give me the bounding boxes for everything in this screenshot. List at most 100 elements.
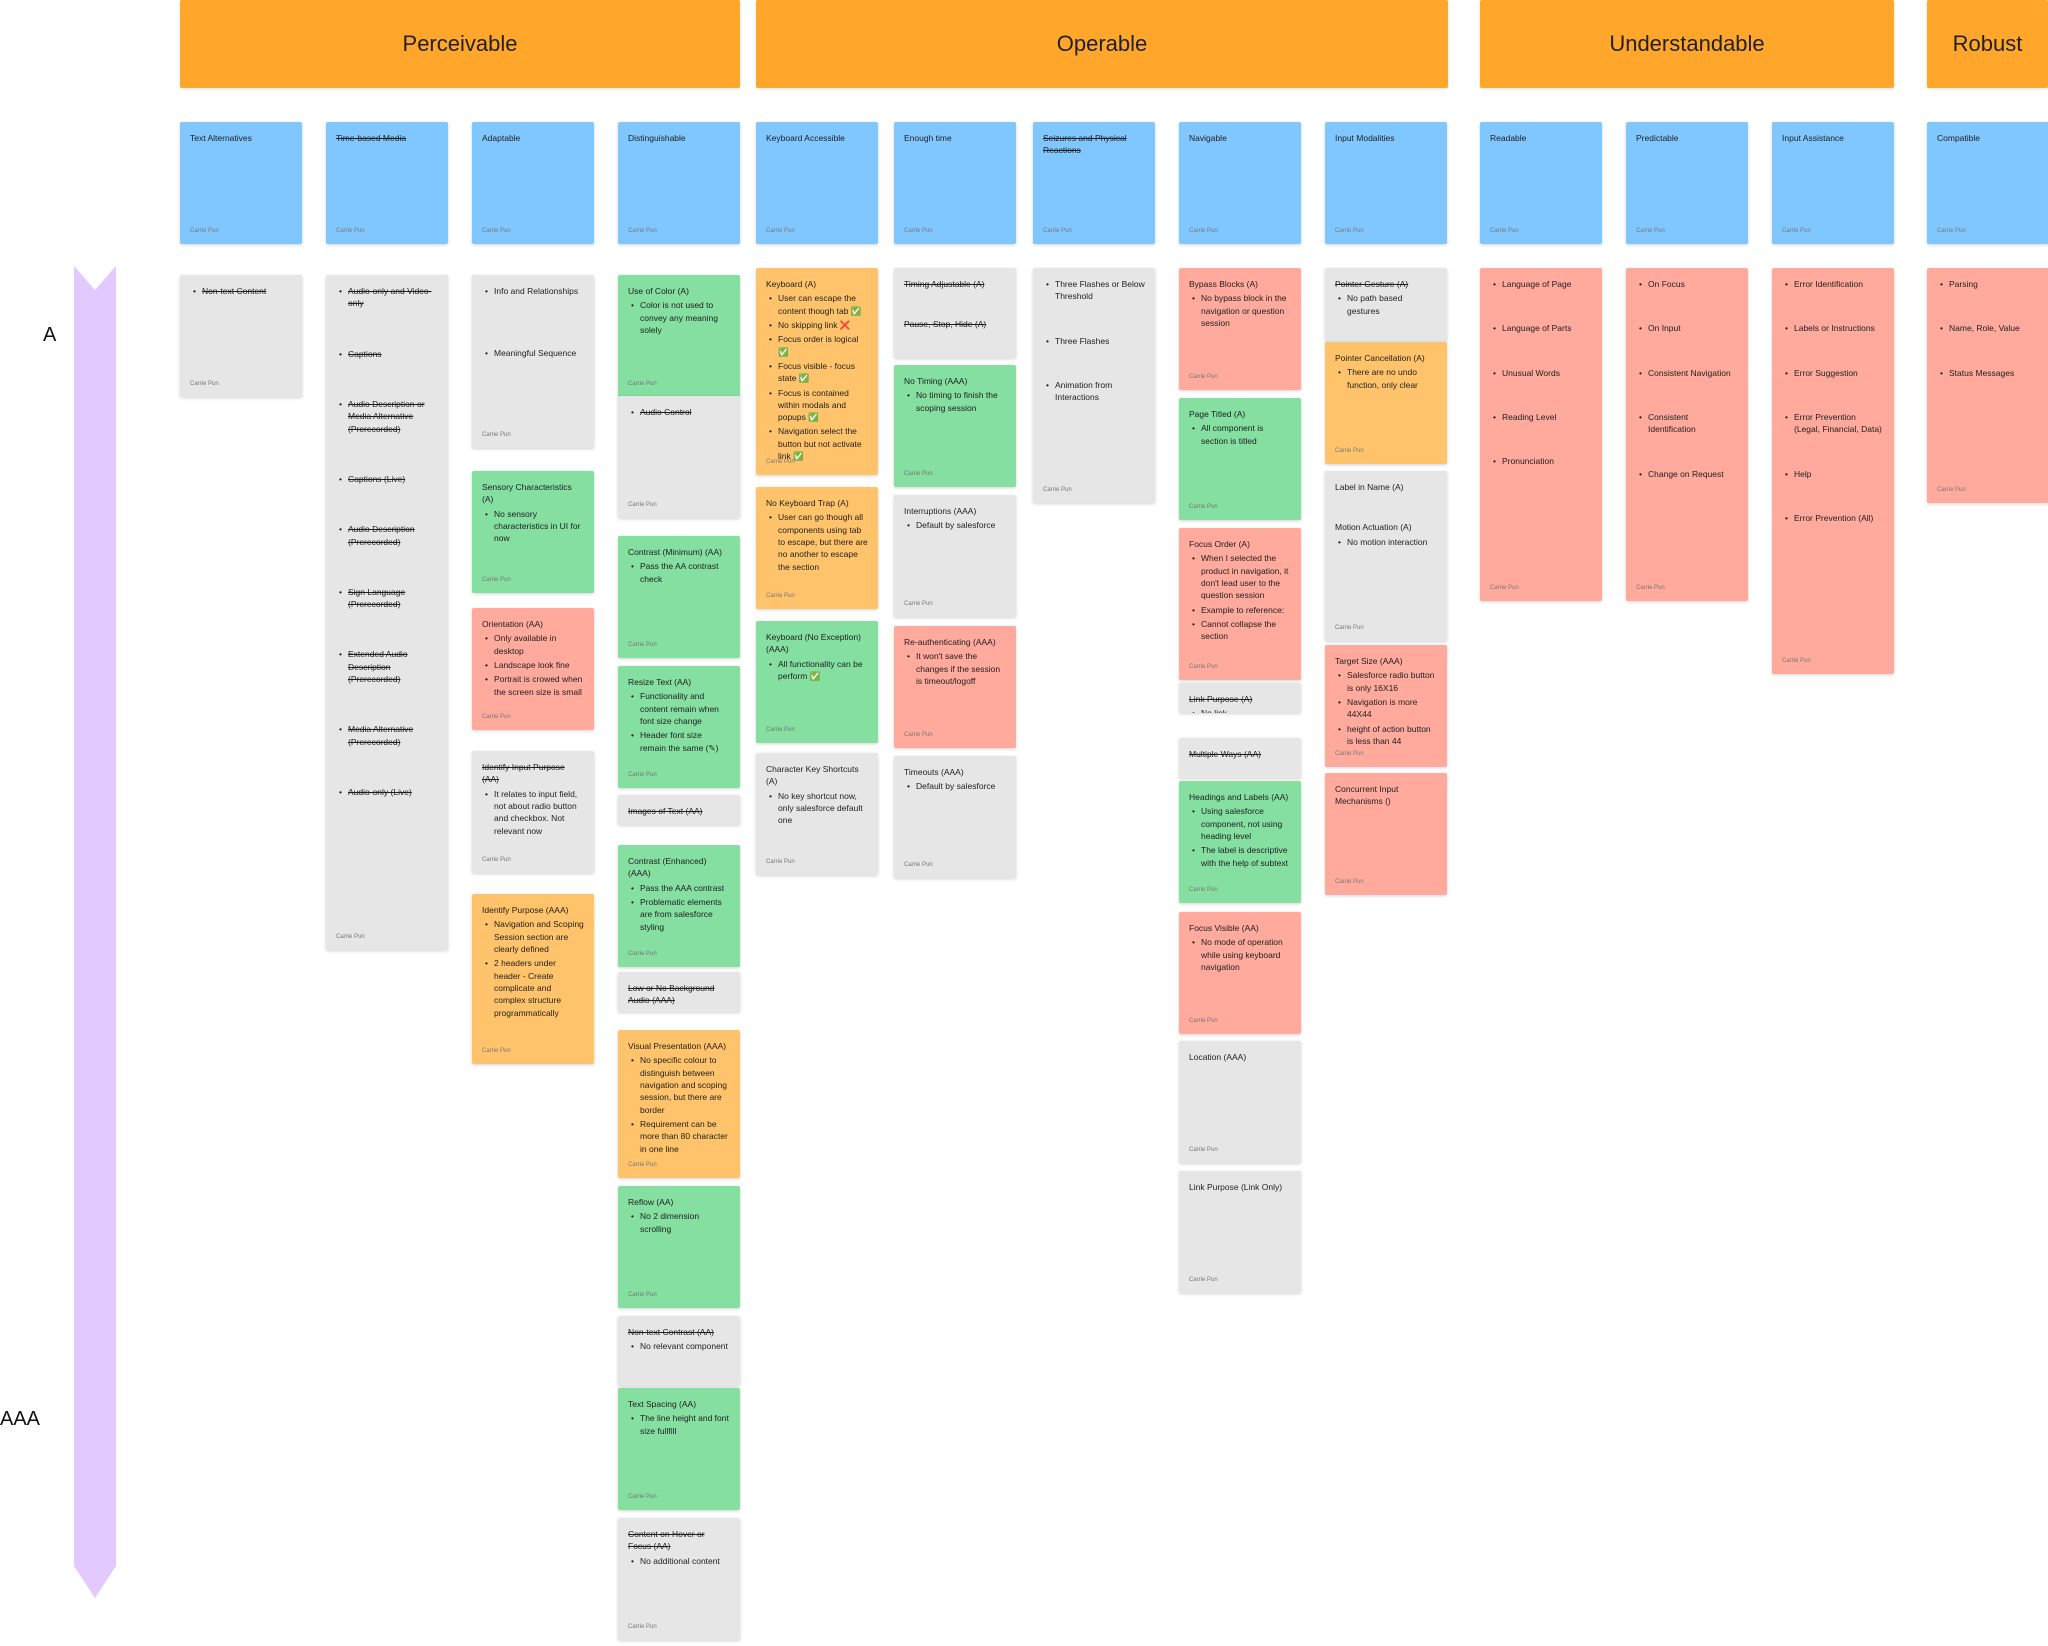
guideline-card[interactable]: Seizures and Physical Reactions Carrie Pu…: [1033, 122, 1155, 244]
criteria-note[interactable]: No Keyboard Trap (A) User can go though a…: [756, 487, 878, 609]
criteria-note[interactable]: Contrast (Minimum) (AA) Pass the AA contr…: [618, 536, 740, 658]
principle-robust[interactable]: Robust: [1927, 0, 2048, 88]
note-author: Carrie Pun: [336, 934, 365, 941]
criteria-item: Focus order is logical ✅: [769, 333, 868, 358]
note-author: Carrie Pun: [1335, 751, 1364, 758]
guideline-card[interactable]: Keyboard Accessible Carrie Pun: [756, 122, 878, 244]
criteria-note[interactable]: Pointer Gesture (A) No path based gesture…: [1325, 268, 1447, 342]
guideline-title: Adaptable: [482, 133, 521, 143]
guideline-card[interactable]: Input Assistance Carrie Pun: [1772, 122, 1894, 244]
guideline-card[interactable]: Time-based Media Carrie Pun: [326, 122, 448, 244]
criteria-note[interactable]: Resize Text (AA) Functionality and conten…: [618, 666, 740, 788]
criteria-note[interactable]: Error Identification Labels or Instructio…: [1772, 268, 1894, 674]
criteria-item: Audio Control: [631, 406, 730, 419]
criteria-note[interactable]: Visual Presentation (AAA) No specific col…: [618, 1030, 740, 1178]
criteria-note[interactable]: Identify Purpose (AAA) Navigation and Sco…: [472, 894, 594, 1064]
note-author: Carrie Pun: [628, 772, 657, 779]
guideline-title: Predictable: [1636, 133, 1679, 143]
criteria-item: Pass the AAA contrast: [631, 882, 730, 895]
criteria-note[interactable]: Content on Hover or Focus (AA) No additio…: [618, 1518, 740, 1640]
criteria-note[interactable]: Audio-only and Video-only Captions Audio D…: [326, 275, 448, 950]
criteria-note[interactable]: Link Purpose (Link Only) Carrie Pun: [1179, 1171, 1301, 1293]
criteria-title: Orientation (AA): [482, 619, 543, 629]
criteria-note[interactable]: Orientation (AA) Only available in deskto…: [472, 608, 594, 730]
criteria-note[interactable]: Keyboard (No Exception) (AAA) All functio…: [756, 621, 878, 743]
criteria-note[interactable]: Pointer Cancellation (A) There are no und…: [1325, 342, 1447, 464]
note-author: Carrie Pun: [482, 577, 511, 584]
criteria-note[interactable]: Multiple Ways (AA): [1179, 738, 1301, 778]
criteria-note[interactable]: Character Key Shortcuts (A) No key shortc…: [756, 753, 878, 875]
criteria-note[interactable]: Three Flashes or Below Threshold Three Fl…: [1033, 268, 1155, 503]
criteria-note[interactable]: Focus Visible (AA) No mode of operation w…: [1179, 912, 1301, 1034]
criteria-note[interactable]: Interruptions (AAA) Default by salesforce…: [894, 495, 1016, 617]
criteria-note[interactable]: Bypass Blocks (A) No bypass block in the …: [1179, 268, 1301, 390]
principle-understandable[interactable]: Understandable: [1480, 0, 1894, 88]
criteria-note[interactable]: Use of Color (A) Color is not used to con…: [618, 275, 740, 397]
guideline-card[interactable]: Distinguishable Carrie Pun: [618, 122, 740, 244]
criteria-note[interactable]: Images of Text (AA): [618, 795, 740, 825]
criteria-note[interactable]: Label in Name (A) Motion Actuation (A) No …: [1325, 471, 1447, 641]
guideline-card[interactable]: Adaptable Carrie Pun: [472, 122, 594, 244]
note-author: Carrie Pun: [1189, 1277, 1218, 1284]
criteria-note[interactable]: Concurrent Input Mechanisms () Carrie Pun: [1325, 773, 1447, 895]
criteria-note[interactable]: Timeouts (AAA) Default by salesforce Carri…: [894, 756, 1016, 878]
note-author: Carrie Pun: [336, 228, 365, 235]
criteria-note[interactable]: Page Titled (A) All component is section …: [1179, 398, 1301, 520]
note-author: Carrie Pun: [190, 381, 219, 388]
criteria-item: Error Identification: [1785, 278, 1884, 291]
guideline-title: Input Assistance: [1782, 133, 1844, 143]
criteria-item: The line height and font size fullfill: [631, 1412, 730, 1437]
criteria-item: Functionality and content remain when fo…: [631, 690, 730, 727]
criteria-item: Error Suggestion: [1785, 367, 1884, 380]
criteria-item: Parsing: [1940, 278, 2039, 291]
note-author: Carrie Pun: [904, 732, 933, 739]
criteria-note[interactable]: Target Size (AAA) Salesforce radio button…: [1325, 645, 1447, 767]
criteria-note[interactable]: Timing Adjustable (A) Pause, Stop, Hide (…: [894, 268, 1016, 358]
criteria-note[interactable]: Keyboard (A) User can escape the content …: [756, 268, 878, 475]
note-author: Carrie Pun: [766, 593, 795, 600]
principle-operable[interactable]: Operable: [756, 0, 1448, 88]
criteria-note[interactable]: Location (AAA) Carrie Pun: [1179, 1041, 1301, 1163]
criteria-note[interactable]: Info and Relationships Meaningful Sequenc…: [472, 275, 594, 448]
criteria-note[interactable]: Parsing Name, Role, Value Status Messages C…: [1927, 268, 2048, 503]
criteria-item: 2 headers under header - Create complica…: [485, 957, 584, 1019]
criteria-item: No 2 dimension scrolling: [631, 1210, 730, 1235]
criteria-item: No relevant component: [631, 1340, 730, 1353]
guideline-card[interactable]: Enough time Carrie Pun: [894, 122, 1016, 244]
note-author: Carrie Pun: [1636, 585, 1665, 592]
guideline-card[interactable]: Readable Carrie Pun: [1480, 122, 1602, 244]
criteria-note[interactable]: Link Purpose (A) No link: [1179, 683, 1301, 713]
criteria-note[interactable]: On Focus On Input Consistent Navigation Con…: [1626, 268, 1748, 601]
guideline-card[interactable]: Navigable Carrie Pun: [1179, 122, 1301, 244]
criteria-note[interactable]: Contrast (Enhanced) (AAA) Pass the AAA co…: [618, 845, 740, 967]
note-author: Carrie Pun: [628, 1494, 657, 1501]
criteria-item: When I selected the product in navigatio…: [1192, 552, 1291, 601]
criteria-item: Navigation select the button but not act…: [769, 425, 868, 462]
guideline-card[interactable]: Predictable Carrie Pun: [1626, 122, 1748, 244]
criteria-note[interactable]: Headings and Labels (AA) Using salesforce…: [1179, 781, 1301, 903]
criteria-note[interactable]: No Timing (AAA) No timing to finish the s…: [894, 365, 1016, 487]
criteria-note[interactable]: Focus Order (A) When I selected the produ…: [1179, 528, 1301, 680]
guideline-card[interactable]: Text Alternatives Carrie Pun: [180, 122, 302, 244]
criteria-note[interactable]: Non-text Contrast (AA) No relevant compon…: [618, 1316, 740, 1386]
criteria-note[interactable]: Language of Page Language of Parts Unusual…: [1480, 268, 1602, 601]
guideline-card[interactable]: Compatible Carrie Pun: [1927, 122, 2048, 244]
criteria-note[interactable]: Reflow (AA) No 2 dimension scrolling Carri…: [618, 1186, 740, 1308]
note-author: Carrie Pun: [1043, 228, 1072, 235]
criteria-note[interactable]: Identify Input Purpose (AA) It relates to…: [472, 751, 594, 873]
criteria-item: Error Prevention (All): [1785, 512, 1884, 525]
criteria-item: Header font size remain the same (✎): [631, 729, 730, 754]
criteria-item: Reading Level: [1493, 411, 1592, 424]
principle-perceivable[interactable]: Perceivable: [180, 0, 740, 88]
criteria-item: Captions (Live): [339, 473, 438, 486]
criteria-note[interactable]: Text Spacing (AA) The line height and fon…: [618, 1388, 740, 1510]
criteria-note[interactable]: Audio Control Carrie Pun: [618, 396, 740, 518]
note-author: Carrie Pun: [1782, 228, 1811, 235]
guideline-card[interactable]: Input Modalities Carrie Pun: [1325, 122, 1447, 244]
criteria-note[interactable]: Low or No Background Audio (AAA): [618, 972, 740, 1012]
criteria-note[interactable]: Non-text Content Carrie Pun: [180, 275, 302, 397]
note-author: Carrie Pun: [766, 859, 795, 866]
criteria-note[interactable]: Sensory Characteristics (A) No sensory ch…: [472, 471, 594, 593]
criteria-title: Visual Presentation (AAA): [628, 1041, 727, 1051]
criteria-note[interactable]: Re-authenticating (AAA) It won't save the…: [894, 626, 1016, 748]
